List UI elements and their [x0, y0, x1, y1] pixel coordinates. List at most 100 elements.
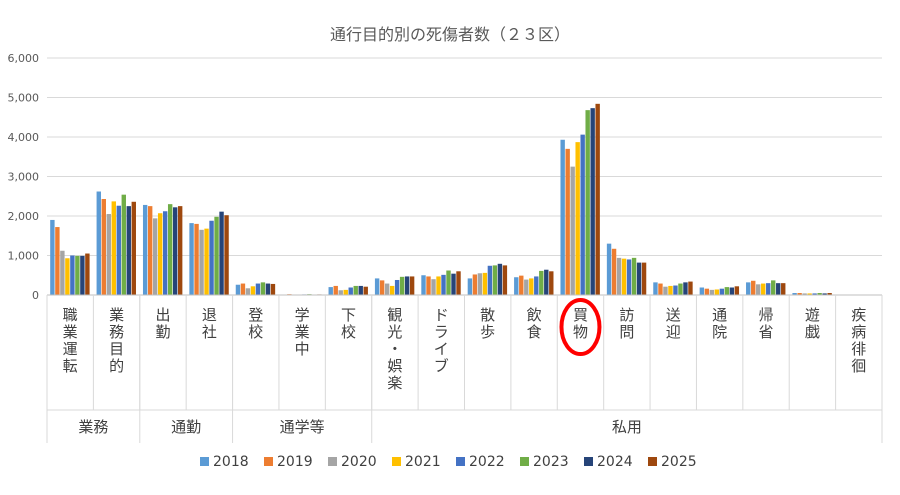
bar-2020-通院 — [710, 290, 714, 295]
bar-2022-通院 — [720, 289, 724, 295]
bar-2018-職業運転 — [50, 220, 54, 295]
y-tick-label: 3,000 — [8, 171, 40, 184]
y-tick-label: 6,000 — [8, 52, 40, 65]
bar-2022-訪問 — [627, 259, 631, 295]
bar-2019-通院 — [705, 289, 709, 295]
x-tick-label: 観光・娯楽 — [387, 306, 402, 392]
bar-2023-訪問 — [632, 258, 636, 295]
bar-2021-帰省 — [761, 284, 765, 295]
bar-2025-買物 — [595, 104, 599, 295]
bar-2021-送迎 — [668, 286, 672, 295]
bar-2020-登校 — [246, 288, 250, 295]
y-tick-label: 1,000 — [8, 250, 40, 263]
legend-label-2025: 2025 — [661, 454, 697, 470]
bar-2019-送迎 — [658, 284, 662, 295]
bar-2019-下校 — [334, 286, 338, 295]
bar-2020-訪問 — [617, 258, 621, 295]
x-tick-label: 通院 — [712, 306, 727, 341]
bar-2022-退社 — [209, 221, 213, 295]
bar-2018-出勤 — [143, 205, 147, 295]
bar-2025-散歩 — [503, 265, 507, 295]
bar-2023-観光・娯楽 — [400, 277, 404, 295]
bar-2020-買物 — [570, 167, 574, 295]
bar-2025-観光・娯楽 — [410, 276, 414, 295]
bar-2020-観光・娯楽 — [385, 284, 389, 295]
bar-2025-業務目的 — [132, 202, 136, 295]
bar-2023-散歩 — [493, 265, 497, 295]
bar-2024-登校 — [266, 284, 270, 295]
bar-2024-職業運転 — [80, 256, 84, 295]
bar-2023-帰省 — [771, 280, 775, 295]
legend-swatch-2022 — [456, 457, 465, 466]
bar-2024-観光・娯楽 — [405, 276, 409, 295]
bar-2025-通院 — [735, 286, 739, 295]
bar-2023-職業運転 — [75, 256, 79, 295]
bar-2022-飲食 — [534, 276, 538, 295]
bar-2020-飲食 — [524, 280, 528, 295]
bar-2025-退社 — [224, 215, 228, 295]
bar-2022-散歩 — [488, 266, 492, 295]
y-tick-label: 5,000 — [8, 92, 40, 105]
bar-2018-下校 — [329, 287, 333, 295]
bar-2021-出勤 — [158, 213, 162, 295]
bar-2018-送迎 — [653, 282, 657, 295]
bar-2019-観光・娯楽 — [380, 280, 384, 295]
bar-2018-通院 — [700, 288, 704, 296]
bar-2025-ドライブ — [456, 271, 460, 295]
bar-2021-訪問 — [622, 259, 626, 295]
bar-2022-業務目的 — [117, 206, 121, 295]
legend-swatch-2024 — [584, 457, 593, 466]
bar-2023-退社 — [214, 217, 218, 295]
bar-2025-出勤 — [178, 206, 182, 295]
legend-label-2023: 2023 — [533, 454, 569, 470]
bar-2022-観光・娯楽 — [395, 280, 399, 295]
legend-swatch-2025 — [648, 457, 657, 466]
group-label: 通勤 — [171, 418, 201, 436]
bar-2018-業務目的 — [97, 192, 101, 295]
legend-swatch-2018 — [200, 457, 209, 466]
bar-2019-散歩 — [473, 274, 477, 295]
bar-2024-出勤 — [173, 207, 177, 295]
bar-2021-散歩 — [483, 273, 487, 295]
bar-2018-帰省 — [746, 282, 750, 295]
x-tick-label: 下校 — [341, 306, 356, 341]
y-tick-label: 4,000 — [8, 131, 40, 144]
bar-2018-登校 — [236, 285, 240, 295]
bar-2020-帰省 — [756, 284, 760, 295]
bar-2019-退社 — [194, 224, 198, 295]
x-tick-label: 学業中 — [295, 306, 310, 358]
bar-2019-帰省 — [751, 281, 755, 295]
x-tick-label: 職業運転 — [63, 306, 78, 375]
chart-title: 通行目的別の死傷者数（２３区） — [330, 25, 570, 44]
bar-2022-出勤 — [163, 211, 167, 295]
bar-2020-ドライブ — [431, 279, 435, 295]
bar-2020-散歩 — [478, 273, 482, 295]
x-tick-label: 訪問 — [619, 306, 634, 341]
bar-2022-ドライブ — [441, 275, 445, 295]
x-tick-label: 退社 — [202, 306, 217, 341]
y-tick-label: 0 — [32, 289, 39, 302]
bar-2022-下校 — [349, 288, 353, 296]
legend-swatch-2020 — [328, 457, 337, 466]
x-tick-label: 飲食 — [527, 306, 542, 341]
bar-2018-散歩 — [468, 278, 472, 295]
bar-2021-登校 — [251, 286, 255, 295]
group-label: 通学等 — [280, 418, 325, 436]
bar-2022-買物 — [580, 135, 584, 295]
bar-2019-ドライブ — [426, 276, 430, 295]
group-label: 私用 — [612, 418, 642, 436]
bar-2025-飲食 — [549, 271, 553, 295]
bar-2024-帰省 — [776, 283, 780, 295]
bar-2024-飲食 — [544, 270, 548, 295]
bar-2019-訪問 — [612, 249, 616, 295]
legend-label-2018: 2018 — [213, 454, 249, 470]
bar-2025-下校 — [364, 287, 368, 295]
bar-2024-ドライブ — [451, 274, 455, 295]
x-tick-label: 業務目的 — [109, 306, 124, 375]
legend-label-2021: 2021 — [405, 454, 441, 470]
x-tick-label: 登校 — [248, 306, 263, 341]
bar-2022-登校 — [256, 284, 260, 295]
legend-label-2019: 2019 — [277, 454, 313, 470]
bar-2024-下校 — [359, 286, 363, 295]
x-tick-label: 出勤 — [155, 306, 170, 341]
